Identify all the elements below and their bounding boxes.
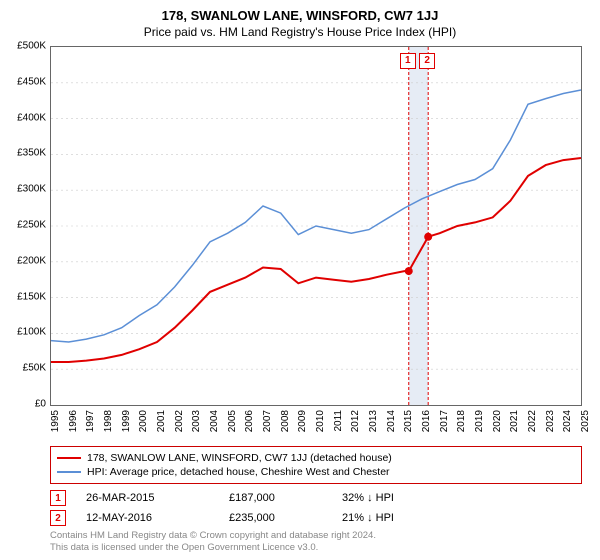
legend-label: 178, SWANLOW LANE, WINSFORD, CW7 1JJ (de… [87, 452, 392, 464]
x-tick-label: 1996 [68, 410, 79, 432]
footer-line: This data is licensed under the Open Gov… [50, 542, 376, 554]
x-tick-label: 2023 [545, 410, 556, 432]
sale-date: 12-MAY-2016 [86, 512, 211, 524]
x-tick-label: 1999 [121, 410, 132, 432]
sales-row: 1 26-MAR-2015 £187,000 32% ↓ HPI [50, 488, 582, 508]
footer-line: Contains HM Land Registry data © Crown c… [50, 530, 376, 542]
y-tick-label: £250K [17, 220, 46, 231]
sale-price: £235,000 [229, 512, 324, 524]
x-tick-label: 2021 [509, 410, 520, 432]
y-tick-label: £150K [17, 291, 46, 302]
y-tick-label: £450K [17, 76, 46, 87]
footer-attribution: Contains HM Land Registry data © Crown c… [50, 530, 376, 554]
x-tick-label: 2002 [174, 410, 185, 432]
x-tick-label: 2022 [527, 410, 538, 432]
x-tick-label: 1997 [85, 410, 96, 432]
legend-label: HPI: Average price, detached house, Ches… [87, 466, 390, 478]
sale-marker-on-chart: 1 [400, 50, 416, 69]
legend-swatch [57, 457, 81, 459]
chart-container: 178, SWANLOW LANE, WINSFORD, CW7 1JJ Pri… [0, 0, 600, 560]
legend-item: HPI: Average price, detached house, Ches… [57, 465, 575, 479]
x-tick-label: 2014 [386, 410, 397, 432]
sale-marker-icon: 2 [50, 510, 66, 526]
x-tick-label: 2013 [368, 410, 379, 432]
x-tick-label: 2007 [262, 410, 273, 432]
y-tick-label: £200K [17, 255, 46, 266]
x-tick-label: 2003 [191, 410, 202, 432]
legend-item: 178, SWANLOW LANE, WINSFORD, CW7 1JJ (de… [57, 451, 575, 465]
y-tick-label: £350K [17, 148, 46, 159]
x-tick-label: 2011 [333, 410, 344, 432]
x-tick-label: 2005 [227, 410, 238, 432]
x-tick-label: 1998 [103, 410, 114, 432]
y-tick-label: £500K [17, 41, 46, 52]
chart-svg [51, 47, 581, 405]
chart-title: 178, SWANLOW LANE, WINSFORD, CW7 1JJ [0, 0, 600, 23]
x-tick-label: 2016 [421, 410, 432, 432]
x-tick-label: 2010 [315, 410, 326, 432]
x-tick-label: 2001 [156, 410, 167, 432]
sale-price: £187,000 [229, 492, 324, 504]
legend-swatch [57, 471, 81, 473]
x-tick-label: 2008 [280, 410, 291, 432]
legend: 178, SWANLOW LANE, WINSFORD, CW7 1JJ (de… [50, 446, 582, 484]
x-tick-label: 2009 [297, 410, 308, 432]
x-tick-label: 2020 [492, 410, 503, 432]
x-tick-label: 2004 [209, 410, 220, 432]
y-tick-label: £400K [17, 112, 46, 123]
chart-subtitle: Price paid vs. HM Land Registry's House … [0, 23, 600, 45]
sale-marker-icon: 1 [400, 53, 416, 69]
sale-diff: 32% ↓ HPI [342, 492, 462, 504]
x-tick-label: 2024 [562, 410, 573, 432]
y-tick-label: £100K [17, 327, 46, 338]
x-tick-label: 1995 [50, 410, 61, 432]
sales-row: 2 12-MAY-2016 £235,000 21% ↓ HPI [50, 508, 582, 528]
sale-diff: 21% ↓ HPI [342, 512, 462, 524]
sale-date: 26-MAR-2015 [86, 492, 211, 504]
x-tick-label: 2019 [474, 410, 485, 432]
x-tick-label: 2017 [439, 410, 450, 432]
x-tick-label: 2012 [350, 410, 361, 432]
sale-marker-icon: 1 [50, 490, 66, 506]
sale-marker-icon: 2 [419, 53, 435, 69]
sale-marker-on-chart: 2 [419, 50, 435, 69]
x-tick-label: 2000 [138, 410, 149, 432]
x-tick-label: 2006 [244, 410, 255, 432]
x-tick-label: 2018 [456, 410, 467, 432]
y-tick-label: £50K [23, 363, 46, 374]
x-tick-label: 2025 [580, 410, 591, 432]
plot-area [50, 46, 582, 406]
x-tick-label: 2015 [403, 410, 414, 432]
sales-table: 1 26-MAR-2015 £187,000 32% ↓ HPI 2 12-MA… [50, 488, 582, 528]
y-tick-label: £300K [17, 184, 46, 195]
y-tick-label: £0 [35, 399, 46, 410]
